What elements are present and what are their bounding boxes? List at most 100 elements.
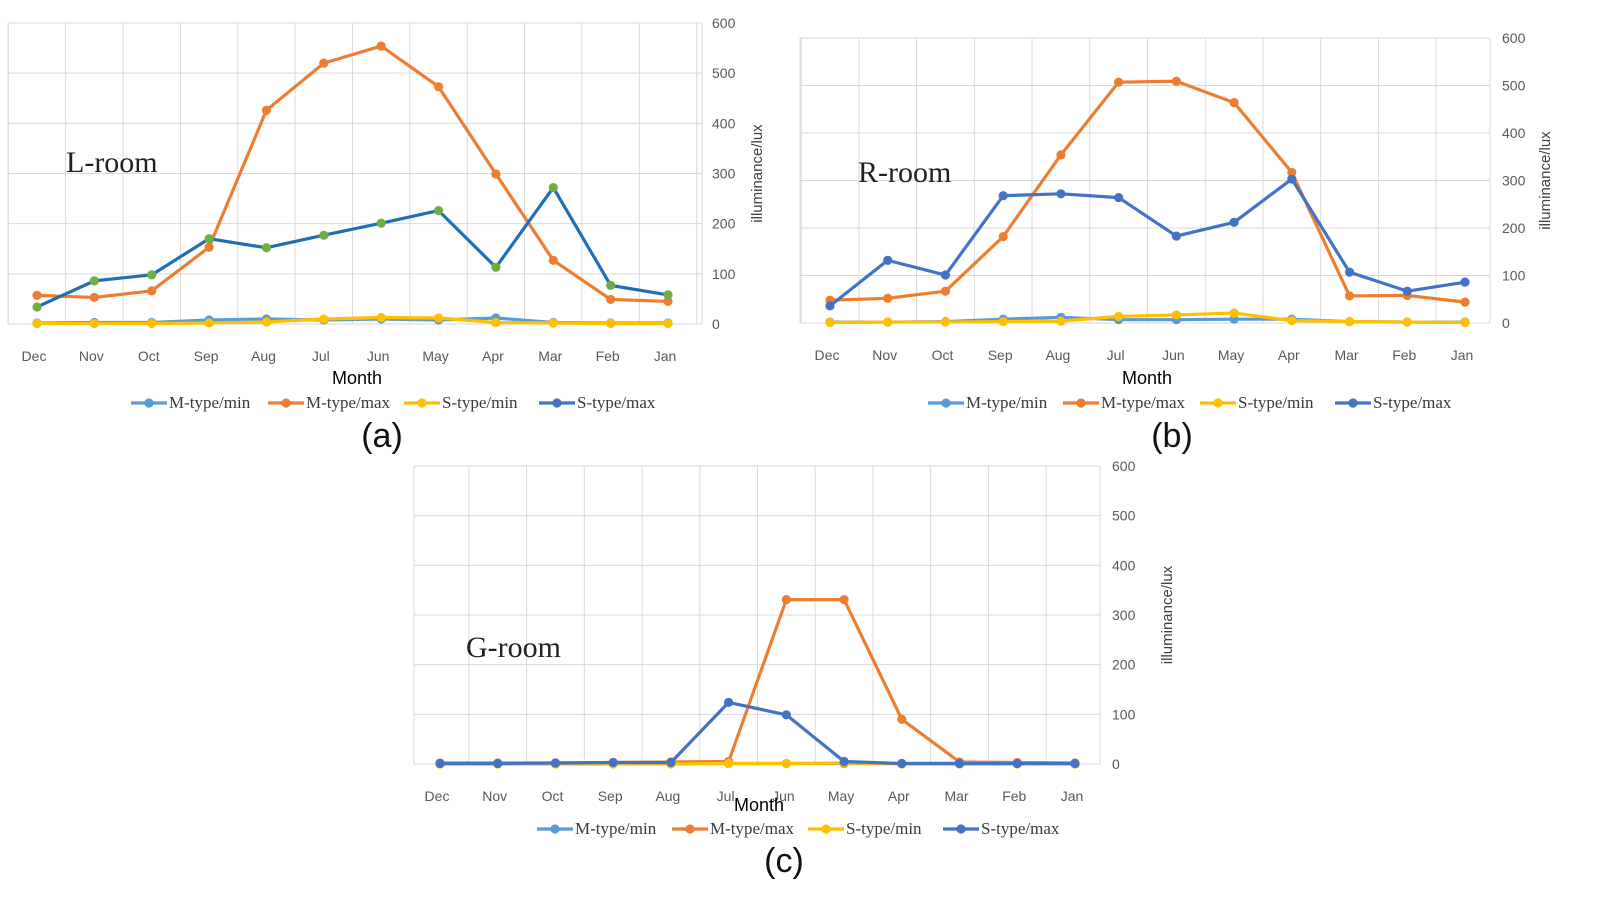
data-point [32, 302, 42, 312]
x-tick-label: Sep [988, 347, 1013, 363]
legend-item: M-type/min [928, 393, 1048, 412]
data-point [1056, 316, 1066, 326]
legend-item: S-type/max [539, 393, 656, 412]
data-point [89, 276, 99, 286]
data-point [781, 595, 791, 605]
data-point [666, 757, 676, 768]
legend-swatch-marker [281, 398, 291, 408]
legend-swatch-marker [1076, 398, 1086, 408]
data-point [1287, 316, 1297, 326]
x-tick-label: Jan [1451, 347, 1474, 363]
data-point [1460, 317, 1470, 328]
data-point [940, 317, 951, 327]
legend-swatch-marker [941, 398, 951, 408]
data-point [940, 270, 951, 280]
legend-label: S-type/min [1238, 393, 1314, 412]
y-tick-label: 600 [1502, 30, 1526, 46]
legend: M-type/min M-type/max S-type/min S-type/max [537, 819, 1060, 838]
data-point [883, 255, 893, 265]
data-point [433, 313, 444, 323]
x-tick-label: Mar [1334, 347, 1358, 363]
data-point [204, 234, 214, 244]
legend-swatch-marker [417, 398, 427, 408]
y-tick-label: 400 [1112, 557, 1136, 573]
data-point [663, 296, 673, 307]
y-tick-label: 500 [1502, 78, 1526, 94]
data-point [1114, 193, 1124, 203]
data-point [204, 318, 214, 328]
data-point [781, 758, 791, 769]
data-point [319, 314, 329, 324]
legend-item: M-type/min [131, 393, 251, 412]
y-tick-label: 500 [712, 65, 736, 81]
legend-label: S-type/max [1373, 393, 1452, 412]
x-tick-label: Feb [1002, 788, 1026, 804]
legend-swatch-marker [552, 398, 562, 408]
chart-b: 0 100 200 300 400 500 600 Dec Nov Oct Sep Aug Jul Jun… [799, 30, 1554, 455]
x-tick-label: Nov [79, 348, 104, 364]
data-point [606, 280, 616, 290]
data-point [1056, 189, 1066, 199]
legend-item: S-type/min [808, 819, 922, 838]
y-tick-label: 100 [1502, 268, 1526, 284]
data-point [1171, 76, 1181, 86]
gridlines [7, 22, 703, 325]
chart-c: 0 100 200 300 400 500 600 Dec Nov Oct Sep Aug Jul Jun… [413, 458, 1176, 880]
data-point [1171, 231, 1181, 241]
series-s-type-max [32, 182, 673, 312]
data-point [147, 270, 157, 280]
x-tick-label: Dec [815, 347, 840, 363]
legend-label: S-type/min [442, 393, 518, 412]
data-point [147, 286, 157, 296]
data-point [606, 318, 616, 329]
y-tick-label: 200 [1112, 657, 1136, 673]
data-point [1012, 758, 1022, 769]
data-point [825, 301, 835, 311]
y-axis-label: illuminance/lux [1537, 131, 1554, 230]
data-point [1229, 217, 1239, 227]
data-point [435, 758, 445, 769]
series-line [828, 79, 1467, 304]
legend-swatch-marker [956, 824, 966, 834]
x-tick-label: Dec [425, 788, 450, 804]
data-point [897, 758, 907, 769]
legend: M-type/min M-type/max S-type/min S-type/max [131, 393, 656, 412]
legend-label: S-type/max [577, 393, 656, 412]
y-tick-label: 600 [712, 15, 736, 31]
x-tick-label: Jun [367, 348, 390, 364]
y-axis-label: illuminance/lux [1159, 565, 1176, 664]
data-point [1287, 174, 1297, 184]
legend-item: M-type/max [1063, 393, 1186, 412]
legend-item: S-type/min [1200, 393, 1314, 412]
y-tick-label: 0 [1502, 315, 1510, 331]
y-tick-label: 0 [1112, 756, 1120, 772]
data-point [433, 82, 444, 92]
data-point [261, 243, 272, 253]
data-point [1070, 758, 1080, 769]
x-tick-label: Jul [717, 788, 735, 804]
y-tick-label: 400 [712, 115, 736, 131]
series-line [828, 177, 1467, 308]
legend-label: S-type/max [981, 819, 1060, 838]
data-point [1287, 167, 1297, 178]
data-point [548, 182, 558, 193]
data-point [1229, 308, 1239, 318]
x-tick-label: Nov [482, 788, 507, 804]
data-point [663, 318, 673, 329]
data-point [1056, 150, 1066, 160]
data-point [491, 317, 501, 328]
series-line [35, 315, 670, 326]
data-point [491, 169, 501, 179]
legend-label: M-type/min [966, 393, 1048, 412]
legend-swatch-marker [1213, 398, 1223, 408]
x-tick-label: Apr [482, 348, 504, 364]
data-point [376, 218, 386, 228]
y-tick-label: 200 [1502, 220, 1526, 236]
y-tick-label: 600 [1112, 458, 1136, 474]
legend-label: S-type/min [846, 819, 922, 838]
series-line [35, 185, 670, 309]
legend: M-type/min M-type/max S-type/min S-type/max [928, 393, 1452, 412]
data-point [1460, 297, 1470, 307]
data-point [940, 286, 951, 296]
x-tick-label: Jul [1107, 347, 1125, 363]
